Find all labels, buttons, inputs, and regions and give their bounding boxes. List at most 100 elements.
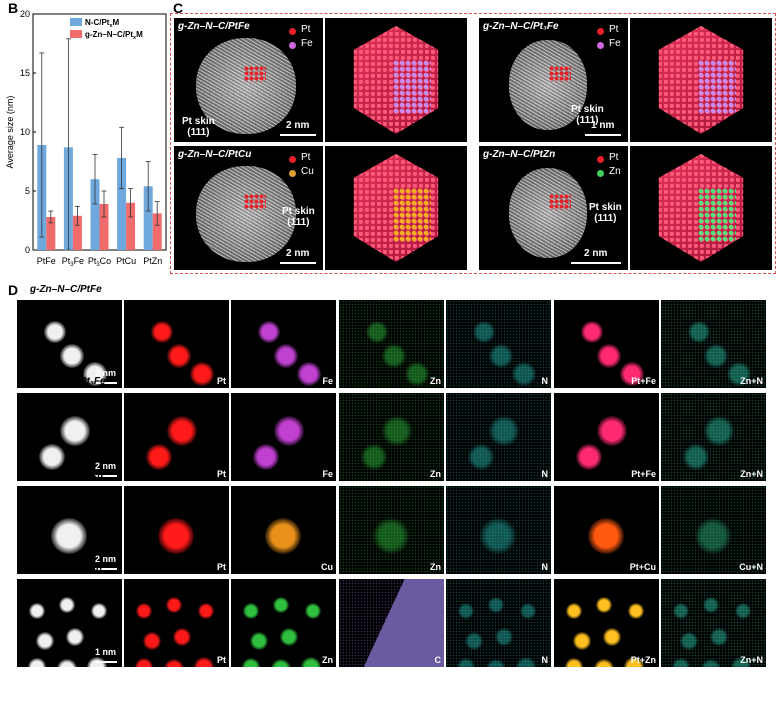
particle-spot: [151, 321, 173, 343]
particle-spot: [190, 362, 214, 386]
map-label: N: [541, 469, 549, 479]
scale-bar: [95, 568, 117, 570]
map-label: N: [541, 562, 549, 572]
map-label: Cu: [321, 562, 333, 572]
eds-map-zn: Zn: [339, 393, 444, 481]
map-label: Fe: [322, 469, 333, 479]
particle-spot: [28, 658, 46, 667]
panel-c-frame: [170, 13, 776, 274]
model-polyhedron: [353, 26, 439, 134]
particle-spot: [243, 603, 259, 619]
particle-spot: [680, 632, 698, 650]
particle-spot: [457, 658, 475, 667]
map-label: Zn: [430, 469, 441, 479]
skin-text: Pt skin: [282, 206, 315, 217]
particle-spot: [576, 444, 602, 470]
particle-spot: [265, 518, 301, 554]
eds-map-cu: Cu: [231, 486, 336, 574]
model-core-atoms: [698, 60, 736, 114]
map-label: Pt: [217, 655, 226, 665]
bar-Pt3Co-0: [90, 179, 100, 250]
scale-label: 1 nm: [591, 120, 615, 131]
particle-spot: [136, 603, 152, 619]
eds-map-haadf: 2 nm: [17, 393, 122, 481]
legend-dot-cu: [289, 170, 296, 177]
eds-map-fe: Fe: [231, 393, 336, 481]
x-tick-label: PtFe: [37, 256, 56, 266]
pt-skin-label: Pt skin (111): [571, 104, 604, 126]
particle-spot: [382, 344, 406, 368]
particle-spot: [29, 603, 45, 619]
pt-skin-label: Pt skin (111): [282, 206, 315, 228]
eds-map-zn: Zn: [339, 486, 444, 574]
nanoparticle: [509, 40, 587, 130]
legend-text: Pt: [609, 24, 619, 35]
atom-overlay: [244, 194, 266, 210]
legend-dot-pt: [597, 156, 604, 163]
haadf-image-2: g-Zn–N–C/Pt₃Fe Pt Fe Pt skin (111) 1 nm: [479, 18, 628, 142]
legend-text: Zn: [609, 166, 621, 177]
legend-text: Fe: [301, 38, 313, 49]
map-label: Cu+N: [739, 562, 763, 572]
map-label: Zn: [430, 562, 441, 572]
y-axis-label: Average size (nm): [5, 96, 15, 169]
atom-overlay: [549, 66, 571, 82]
model-core-atoms: [393, 188, 431, 242]
map-label: Zn+N: [740, 469, 763, 479]
eds-map-zn: Zn: [231, 579, 336, 667]
particle-spot: [164, 659, 184, 667]
legend-text: Cu: [301, 166, 314, 177]
atom-overlay: [244, 66, 266, 82]
particle-spot: [253, 444, 279, 470]
y-tick-label: 10: [20, 127, 30, 137]
particle-spot: [146, 444, 172, 470]
x-tick-label: Pt3Co: [88, 256, 111, 268]
legend-text: Pt: [301, 24, 311, 35]
skin-text: Pt skin: [589, 202, 622, 213]
particle-spot: [489, 344, 513, 368]
particle-spot: [366, 321, 388, 343]
chart-axes: 0 5 10 15 20 Average size (nm) PtFe Pt3Fe Pt3Co P…: [5, 9, 167, 268]
scale-label: 2 nm: [95, 554, 117, 564]
particle-spot: [480, 518, 516, 554]
y-tick-label: 15: [20, 68, 30, 78]
row-label: g-Zn–N–C/PtFe: [30, 284, 102, 295]
panel-label-d: D: [8, 282, 19, 298]
particle-spot: [620, 362, 644, 386]
legend-swatch-0: [70, 18, 82, 26]
particle-spot: [301, 657, 321, 667]
particle-spot: [51, 518, 87, 554]
pt-skin-label: Pt skin (111): [589, 202, 622, 224]
eds-map-haadf: 1 nm: [17, 579, 122, 667]
legend-text: Pt: [609, 152, 619, 163]
map-label: C: [434, 655, 442, 665]
particle-spot: [486, 659, 506, 667]
particle-spot: [683, 444, 709, 470]
particle-spot: [274, 416, 304, 446]
scale-label: 2 nm: [584, 248, 608, 259]
particle-spot: [624, 657, 644, 667]
bar-PtFe-1: [46, 216, 56, 250]
eds-map-zn: Zn: [339, 300, 444, 388]
legend-text: Fe: [609, 38, 621, 49]
particle-spot: [710, 628, 728, 646]
bar-PtZn-0: [143, 186, 153, 250]
particle-spot: [473, 321, 495, 343]
map-label: Zn+N: [740, 376, 763, 386]
particle-spot: [704, 344, 728, 368]
particle-spot: [173, 628, 191, 646]
facet-text: (111): [287, 217, 310, 228]
particle-spot: [361, 444, 387, 470]
eds-map-zn-n: Zn+N: [661, 579, 766, 667]
panel-label-c: C: [173, 0, 184, 16]
particle-spot: [44, 321, 66, 343]
particle-spot: [382, 416, 412, 446]
legend-dot-fe: [289, 42, 296, 49]
particle-spot: [688, 321, 710, 343]
eds-map-n: N: [446, 393, 551, 481]
particle-spot: [158, 518, 194, 554]
particle-spot: [520, 603, 536, 619]
particle-spot: [727, 362, 751, 386]
eds-map-pt: Pt: [124, 579, 229, 667]
particle-spot: [198, 603, 214, 619]
